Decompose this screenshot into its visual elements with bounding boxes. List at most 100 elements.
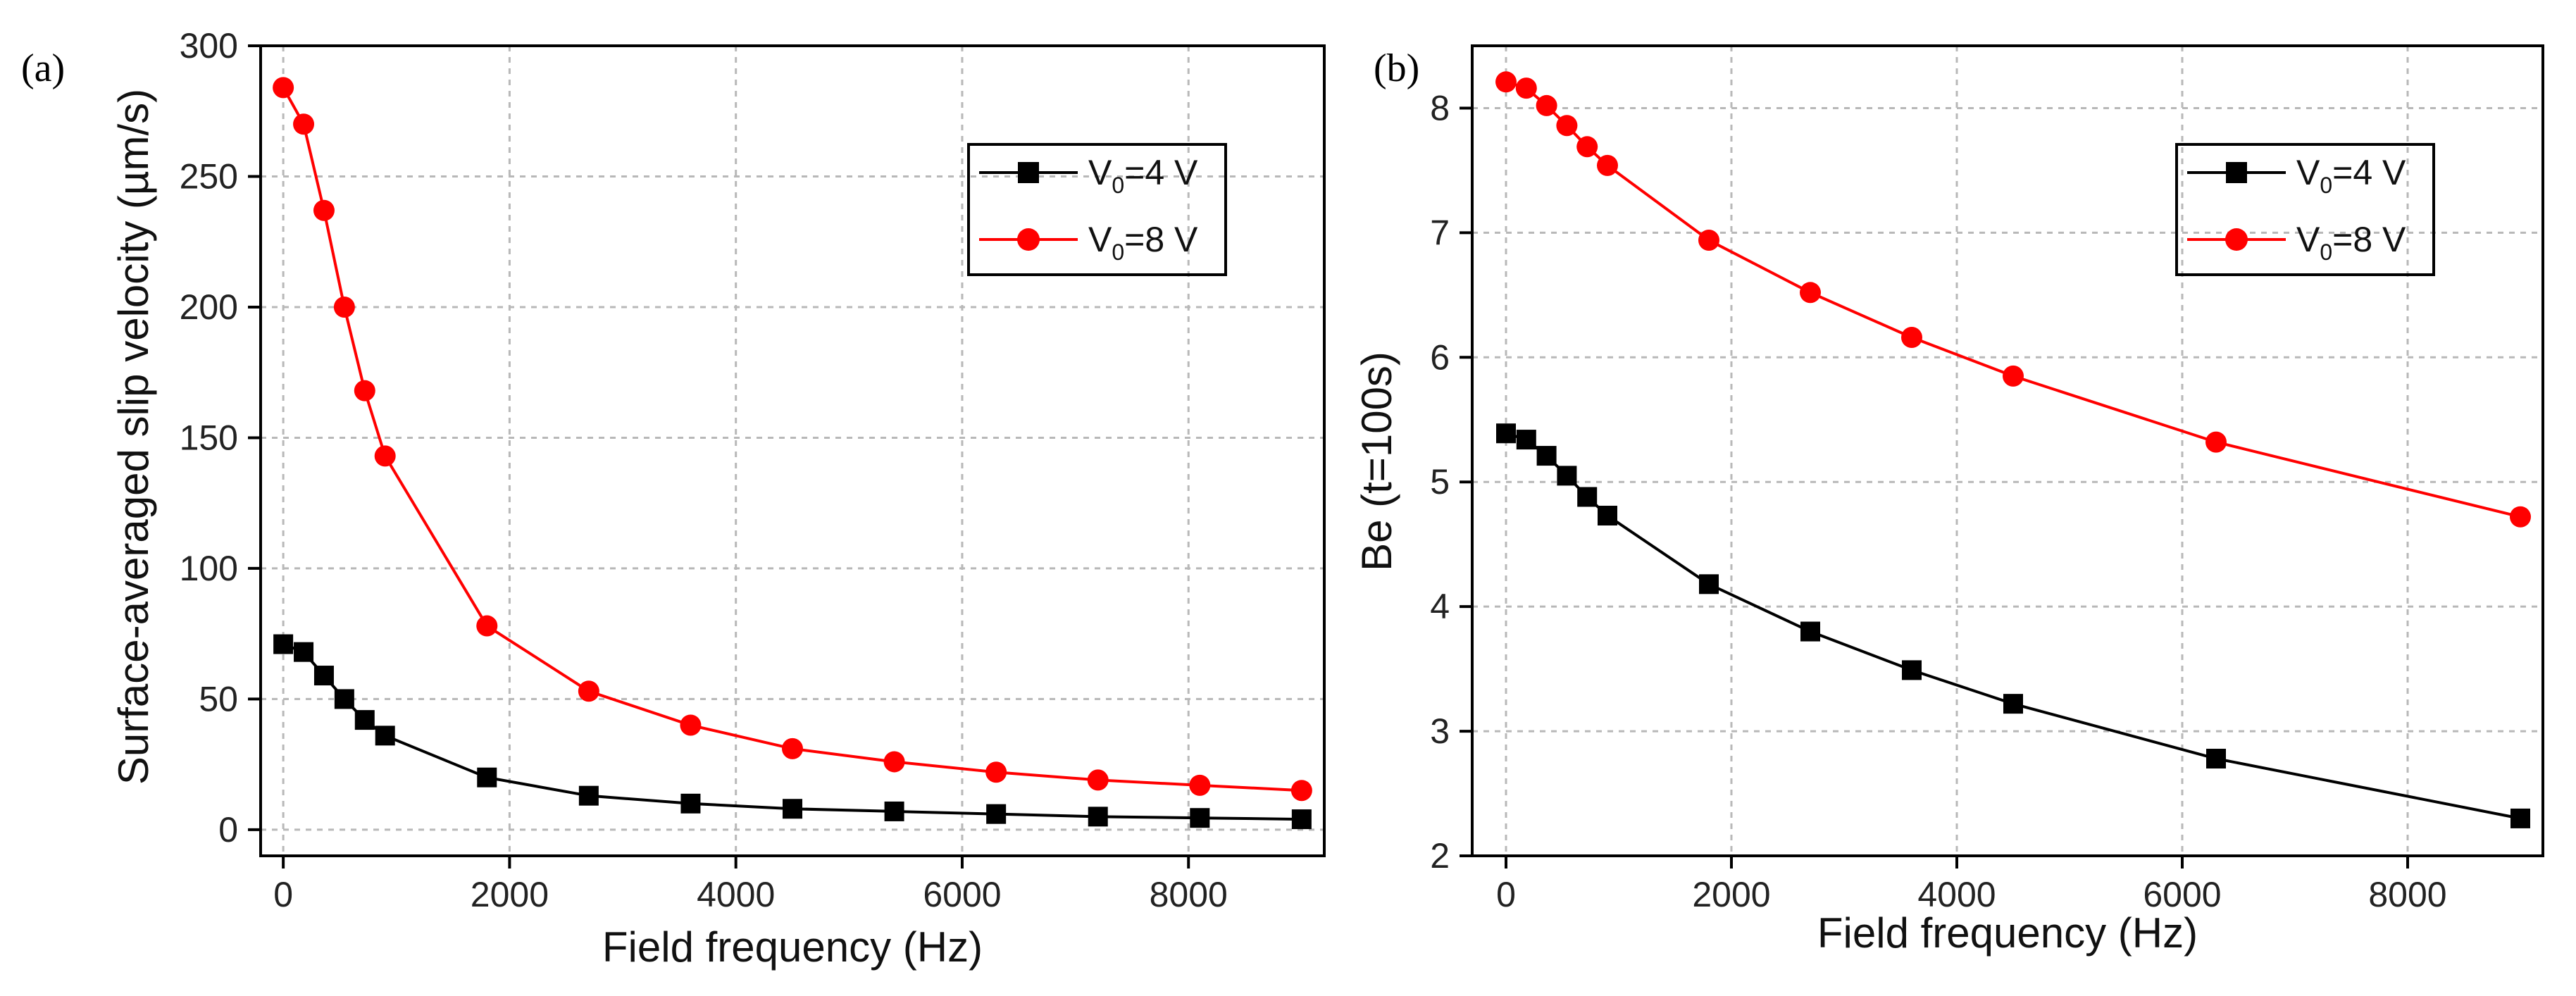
data-point-b-1-3 — [1556, 115, 1578, 137]
legend-frame-b — [2175, 143, 2435, 276]
legend-a: V0=4 V V0=8 V — [967, 143, 1227, 276]
data-point-a-0-13 — [1190, 808, 1210, 828]
x-tick-label-a-6000: 6000 — [923, 875, 1001, 914]
data-point-a-1-5 — [374, 445, 396, 467]
data-point-b-0-4 — [1577, 487, 1598, 507]
data-point-a-0-11 — [986, 804, 1007, 824]
data-point-a-0-4 — [354, 710, 375, 730]
data-point-a-0-6 — [477, 767, 497, 788]
data-point-a-1-11 — [985, 761, 1007, 783]
panel-label-b: (b) — [1374, 46, 1419, 90]
data-point-b-1-4 — [1576, 136, 1598, 158]
data-point-a-1-6 — [476, 615, 498, 637]
data-point-a-0-5 — [375, 726, 395, 746]
data-point-a-1-14 — [1290, 780, 1312, 802]
x-tick-label-a-8000: 8000 — [1150, 875, 1228, 914]
data-point-a-1-4 — [354, 380, 375, 401]
data-point-a-1-10 — [883, 751, 905, 773]
y-tick-label-a-0: 0 — [218, 810, 238, 849]
data-point-a-1-0 — [273, 77, 294, 99]
data-point-a-1-7 — [578, 680, 599, 702]
data-point-b-1-9 — [2003, 365, 2024, 387]
data-point-b-0-0 — [1496, 423, 1516, 444]
y-tick-label-b-8: 8 — [1430, 88, 1450, 127]
x-tick-label-b-6000: 6000 — [2143, 875, 2221, 914]
data-point-a-1-13 — [1189, 774, 1211, 796]
chart-panel-a: (a) 0 2000 4000 6000 8000050100150200250300 … — [21, 26, 1326, 971]
plot-frame-a — [259, 44, 1326, 857]
legend-frame-a — [967, 143, 1227, 276]
data-point-b-0-8 — [1902, 660, 1922, 680]
data-point-a-1-1 — [293, 113, 315, 135]
x-axis-label-b: Field frequency (Hz) — [1817, 909, 2198, 957]
data-point-b-1-11 — [2510, 506, 2531, 528]
plot-frame-b — [1471, 44, 2544, 857]
legend-marker-a-v4 — [1018, 162, 1039, 183]
legend-label-b-v4: V0=4 V — [2296, 153, 2406, 198]
data-point-a-0-2 — [313, 666, 334, 686]
y-tick-label-b-5: 5 — [1430, 462, 1450, 502]
data-point-b-0-5 — [1598, 506, 1617, 525]
x-tick-label-b-8000: 8000 — [2368, 875, 2446, 914]
y-tick-label-b-2: 2 — [1430, 836, 1450, 876]
y-tick-label-a-200: 200 — [180, 287, 238, 327]
data-point-a-0-1 — [294, 642, 314, 662]
y-axis-label-a: Surface-averaged slip velocity (µm/s) — [110, 89, 157, 785]
data-point-a-0-3 — [334, 689, 354, 709]
data-point-a-1-9 — [782, 737, 803, 759]
legend-marker-a-v8 — [1017, 228, 1040, 251]
data-point-b-0-9 — [2003, 694, 2023, 714]
data-point-a-1-3 — [333, 296, 355, 318]
x-tick-label-a-4000: 4000 — [697, 875, 775, 914]
y-tick-label-a-250: 250 — [180, 156, 238, 196]
legend-marker-b-v8 — [2225, 228, 2248, 251]
legend-label-a-v8: V0=8 V — [1088, 220, 1198, 265]
legend-entry-b-v4: V0=4 V — [2187, 153, 2406, 198]
x-tick-label-a-0: 0 — [273, 875, 293, 914]
data-point-a-0-9 — [783, 799, 802, 819]
data-point-b-1-7 — [1800, 282, 1821, 304]
data-point-b-0-11 — [2510, 808, 2530, 828]
x-tick-label-b-0: 0 — [1496, 875, 1516, 914]
y-tick-label-b-6: 6 — [1430, 337, 1450, 377]
data-point-b-1-0 — [1495, 71, 1517, 93]
data-point-a-1-12 — [1087, 769, 1109, 791]
x-tick-label-b-2000: 2000 — [1692, 875, 1770, 914]
chart-panel-b: (b) 0 2000 4000 6000 8000 2 3 4 5 6 7 8 Field frequ… — [1353, 44, 2544, 957]
y-tick-label-a-300: 300 — [180, 26, 238, 66]
y-tick-label-b-4: 4 — [1430, 587, 1450, 626]
y-axis-label-b: Be (t=100s) — [1353, 351, 1400, 571]
data-point-a-0-0 — [273, 634, 294, 654]
x-axis-label-a: Field frequency (Hz) — [602, 923, 983, 971]
y-tick-label-b-7: 7 — [1430, 213, 1450, 252]
y-tick-label-a-50: 50 — [199, 679, 238, 718]
legend-entry-a-v4: V0=4 V — [979, 153, 1198, 198]
legend-b: V0=4 V V0=8 V — [2175, 143, 2435, 276]
data-point-a-0-7 — [578, 785, 599, 806]
data-point-a-0-12 — [1088, 807, 1108, 827]
x-tick-label-a-2000: 2000 — [471, 875, 549, 914]
data-point-b-1-2 — [1536, 94, 1557, 116]
data-point-a-1-8 — [680, 714, 702, 736]
data-point-a-0-8 — [680, 793, 701, 814]
panel-label-a: (a) — [21, 46, 65, 90]
data-point-b-1-1 — [1515, 77, 1537, 99]
data-point-b-0-7 — [1800, 621, 1820, 642]
data-point-b-0-6 — [1699, 574, 1719, 595]
data-point-b-1-5 — [1597, 154, 1618, 176]
data-point-a-0-10 — [884, 801, 904, 821]
x-tick-label-b-4000: 4000 — [1917, 875, 1996, 914]
data-point-b-1-6 — [1698, 230, 1719, 251]
legend-marker-b-v4 — [2226, 162, 2247, 183]
y-tick-label-a-150: 150 — [180, 418, 238, 457]
y-tick-label-b-3: 3 — [1430, 711, 1450, 751]
data-point-b-0-3 — [1557, 466, 1577, 486]
data-point-b-1-10 — [2205, 431, 2227, 453]
y-tick-label-a-100: 100 — [180, 549, 238, 588]
legend-label-b-v8: V0=8 V — [2296, 220, 2406, 265]
legend-label-a-v4: V0=4 V — [1088, 153, 1198, 198]
data-point-b-1-8 — [1901, 327, 1922, 348]
legend-entry-a-v8: V0=8 V — [979, 220, 1198, 265]
data-point-a-0-14 — [1291, 809, 1312, 830]
